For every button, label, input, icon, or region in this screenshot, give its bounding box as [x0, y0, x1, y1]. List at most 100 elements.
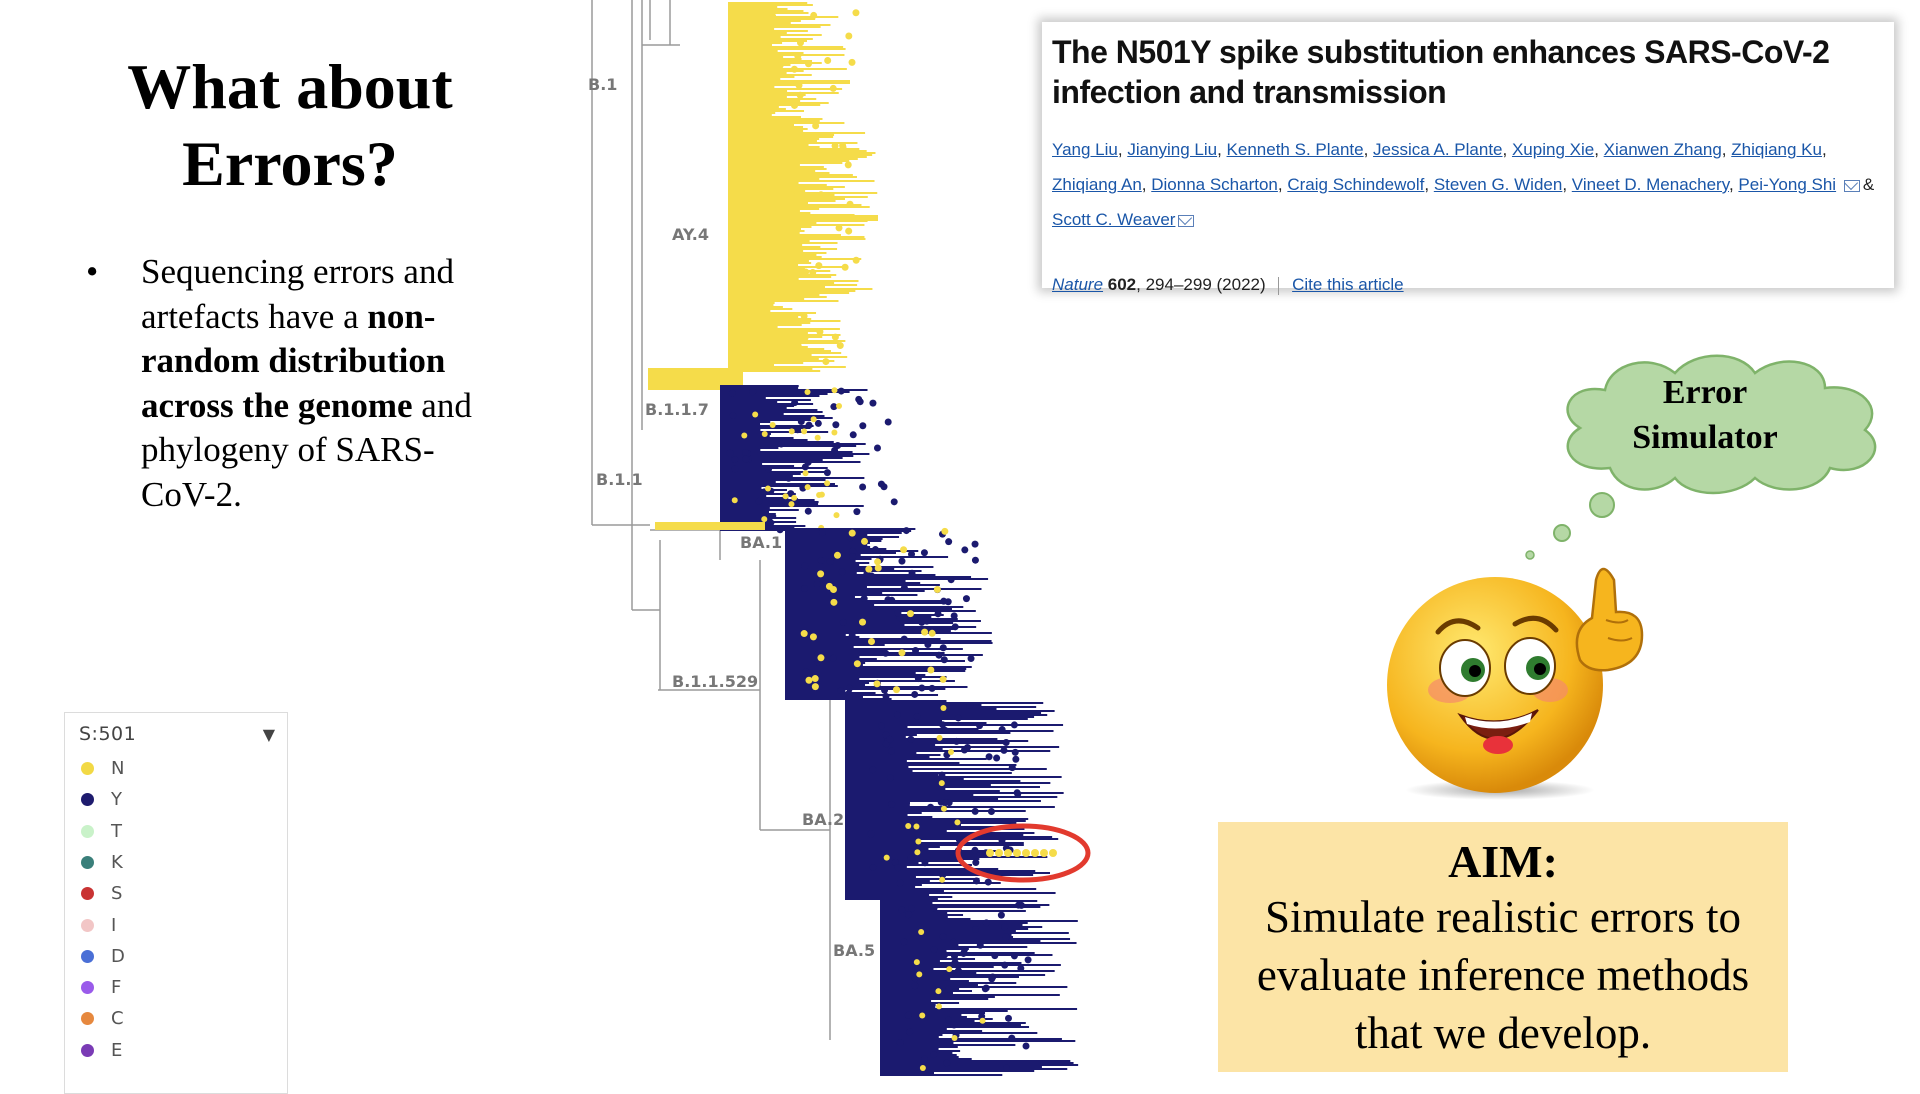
tree-clade-fill [728, 292, 850, 294]
tree-clade-fill [845, 832, 1035, 834]
tree-tip [893, 711, 901, 719]
author-link[interactable]: Yang Liu [1052, 140, 1118, 159]
tree-clade-fill [845, 810, 1026, 812]
tree-clade-fill [728, 338, 805, 340]
author-link[interactable]: Jianying Liu [1127, 140, 1218, 159]
tree-clade-fill [845, 710, 1055, 712]
legend-header[interactable]: S:501 ▼ [79, 723, 275, 749]
legend-item[interactable]: T [81, 820, 201, 844]
tree-tip [962, 595, 970, 603]
tree-tip [1040, 849, 1048, 857]
tree-clade-fill [728, 100, 801, 102]
dropdown-caret-icon[interactable]: ▼ [262, 725, 275, 744]
tree-tip [938, 771, 946, 779]
tree-clade-fill [728, 280, 859, 282]
tree-clade-fill [785, 638, 941, 640]
tree-clade-fill [785, 602, 944, 604]
tree-tip [818, 491, 825, 498]
author-link[interactable]: Pei-Yong Shi [1738, 175, 1837, 194]
tree-tip [856, 398, 864, 406]
legend-item[interactable]: K [81, 851, 201, 875]
tree-clade-fill [728, 122, 845, 124]
tree-clade-fill [728, 48, 846, 50]
journal-link[interactable]: Nature [1052, 275, 1104, 294]
tree-clade-fill [728, 288, 873, 290]
author-link[interactable]: Xuping Xie [1511, 140, 1595, 159]
author-link[interactable]: Steven G. Widen [1433, 175, 1563, 194]
tree-clade-fill [728, 246, 821, 248]
author-link[interactable]: Dionna Scharton [1151, 175, 1278, 194]
author-link[interactable]: Kenneth S. Plante [1226, 140, 1364, 159]
author-link[interactable]: Zhiqiang An [1052, 175, 1142, 194]
legend-item[interactable]: E [81, 1039, 201, 1063]
legend-item[interactable]: Y [81, 788, 201, 812]
author-link[interactable]: Jessica A. Plante [1373, 140, 1503, 159]
tree-tip [762, 11, 770, 19]
author-link[interactable]: Vineet D. Menachery [1571, 175, 1729, 194]
tree-tip [913, 959, 920, 966]
tree-tip [834, 441, 842, 449]
author-link[interactable]: Zhiqiang Ku [1731, 140, 1822, 159]
tree-clade-fill [880, 920, 1078, 922]
tree-tip [800, 584, 808, 592]
legend-item[interactable]: D [81, 945, 201, 969]
tree-clade-fill [740, 80, 850, 84]
tree-tip [1017, 901, 1025, 909]
tree-clade-fill [728, 348, 825, 350]
author-link[interactable]: Xianwen Zhang [1603, 140, 1722, 159]
tree-clade-fill [728, 210, 800, 212]
tree-clade-fill [720, 459, 823, 461]
tree-clade-fill [845, 854, 993, 856]
tree-clade-fill [880, 900, 1038, 902]
legend-item[interactable]: F [81, 976, 201, 1000]
tree-clade-fill [845, 840, 920, 842]
tree-clade-fill [720, 387, 799, 389]
tree-tip [953, 737, 961, 745]
tree-tip [785, 474, 793, 482]
tree-tip [940, 705, 947, 712]
email-icon[interactable] [1178, 214, 1195, 227]
tree-clade-fill [845, 776, 1062, 778]
tree-tip [908, 904, 916, 912]
tree-clade-fill [728, 252, 827, 254]
email-icon[interactable] [1843, 179, 1860, 192]
legend-item[interactable]: I [81, 914, 201, 938]
tree-clade-fill [728, 266, 848, 268]
tree-clade-fill [728, 42, 783, 44]
tree-tip [830, 403, 838, 411]
author-link[interactable]: Scott C. Weaver [1052, 210, 1176, 229]
tree-tip [907, 735, 915, 743]
tree-clade-fill [655, 522, 765, 530]
tree-clade-fill [728, 114, 772, 116]
aim-text: Simulate realistic errors to evaluate in… [1256, 892, 1750, 1058]
legend-item[interactable]: C [81, 1007, 201, 1031]
tree-tip [814, 434, 821, 441]
tree-tip [1001, 923, 1009, 931]
author-link[interactable]: Craig Schindewolf [1287, 175, 1425, 194]
tree-clade-fill [845, 798, 999, 800]
tree-clade-fill [785, 692, 876, 694]
cite-this-article-link[interactable]: Cite this article [1292, 275, 1404, 294]
legend-item[interactable]: N [81, 757, 201, 781]
tree-tip [1002, 933, 1010, 941]
legend-label: F [111, 977, 122, 999]
tree-clade-fill [785, 598, 864, 600]
thinking-emoji-icon [1387, 567, 1644, 800]
tree-clade-fill [728, 126, 804, 128]
tree-tip [831, 387, 838, 394]
tree-tip [934, 610, 942, 618]
tree-clade-fill [785, 610, 976, 612]
tree-tip [939, 721, 947, 729]
tree-clade-fill [728, 250, 804, 252]
tree-clade-fill [728, 256, 822, 258]
tree-clade-fill [880, 916, 948, 918]
tree-clade-fill [845, 746, 1060, 748]
tree-tip [982, 919, 990, 927]
legend-item[interactable]: S [81, 882, 201, 906]
legend-label: K [111, 851, 123, 873]
tree-tip [790, 65, 798, 73]
tree-tip [976, 722, 984, 730]
tree-tip [742, 455, 750, 463]
tree-clade-fill [720, 491, 774, 493]
